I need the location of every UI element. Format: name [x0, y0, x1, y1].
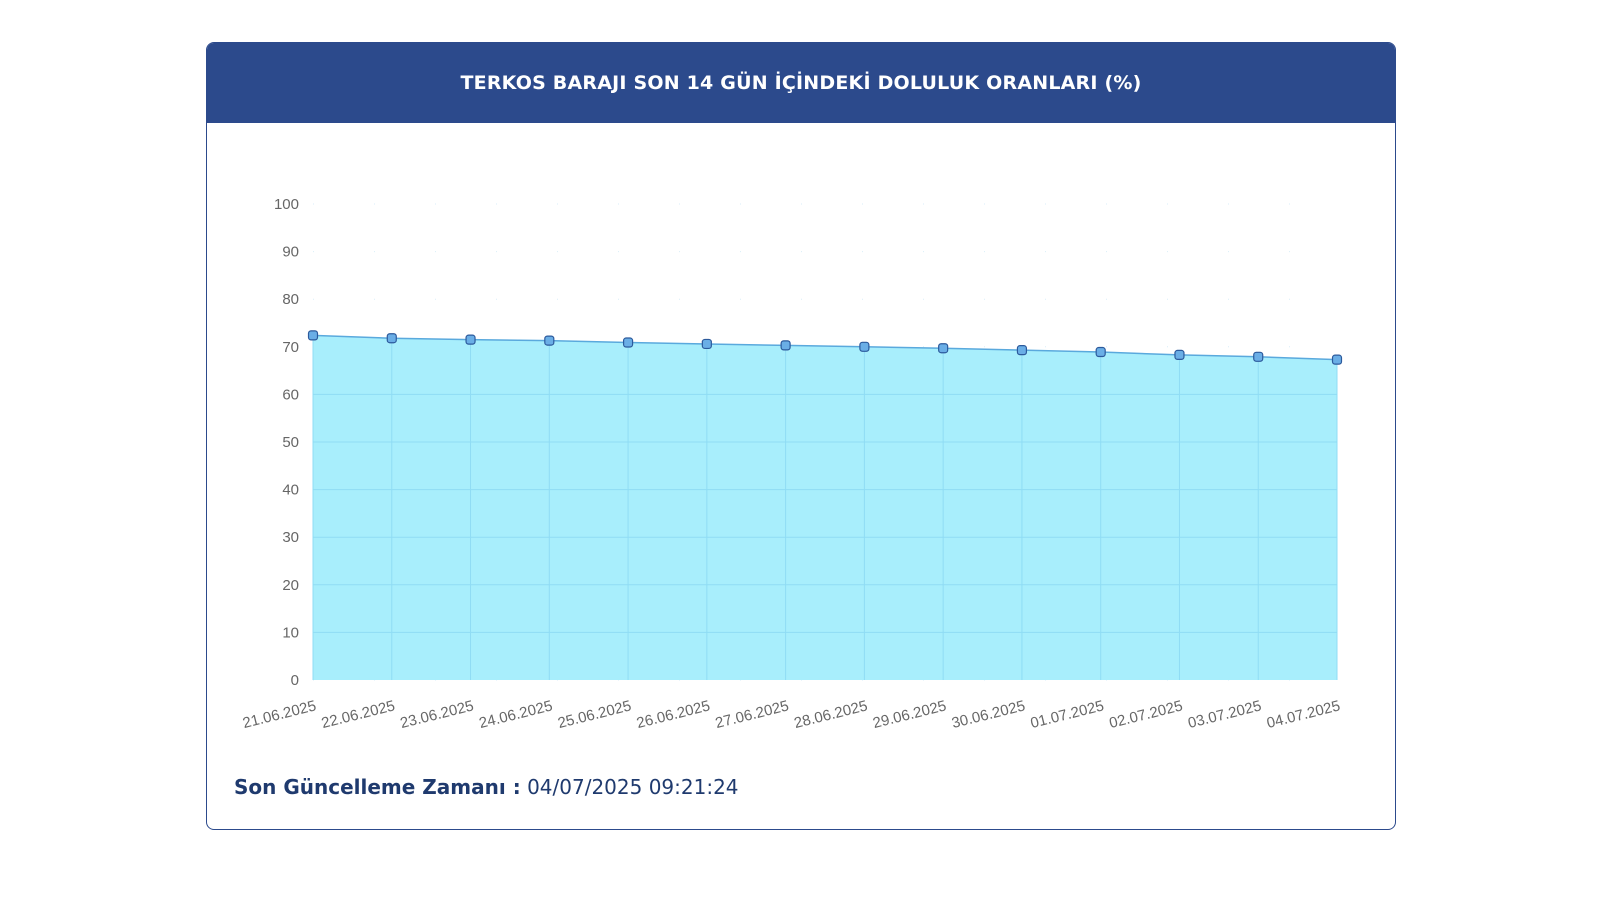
x-tick-label: 30.06.2025	[950, 697, 1027, 732]
x-tick-label: 04.07.2025	[1265, 697, 1342, 732]
data-point[interactable]	[1174, 349, 1185, 360]
data-point[interactable]	[859, 341, 870, 352]
x-tick-label: 01.07.2025	[1029, 697, 1106, 732]
y-tick-label: 0	[291, 672, 299, 689]
chart-svg: 0 10 20 30 40 50 60 70 80 90 100 21.06.2025 22.06.2…	[241, 196, 1343, 732]
x-tick-label: 02.07.2025	[1107, 697, 1184, 732]
data-point[interactable]	[622, 337, 634, 348]
y-tick-label: 100	[274, 196, 299, 213]
y-tick-label: 30	[282, 529, 299, 546]
data-point[interactable]	[386, 333, 397, 344]
chart-area: 0 10 20 30 40 50 60 70 80 90 100 21.06.2025 22.06.2…	[207, 123, 1395, 763]
data-point[interactable]	[780, 340, 791, 351]
data-point[interactable]	[1016, 345, 1028, 356]
x-tick-label: 27.06.2025	[714, 697, 791, 732]
data-point[interactable]	[1095, 346, 1106, 358]
line-layer	[312, 334, 1338, 361]
x-tick-label: 26.06.2025	[635, 697, 712, 732]
chart-title: TERKOS BARAJI SON 14 GÜN İÇİNDEKİ DOLULU…	[460, 72, 1142, 94]
data-point[interactable]	[1253, 351, 1264, 362]
last-update-value: 04/07/2025 09:21:24	[527, 775, 739, 799]
x-axis-ticks: 21.06.2025 22.06.2025 23.06.2025 24.06.2025…	[241, 697, 1342, 732]
x-tick-label: 03.07.2025	[1186, 697, 1263, 732]
last-update: Son Güncelleme Zamanı : 04/07/2025 09:21…	[234, 775, 739, 799]
area-layer	[312, 335, 1338, 680]
x-tick-label: 24.06.2025	[477, 697, 554, 732]
data-point[interactable]	[938, 343, 949, 354]
series-line	[312, 334, 1338, 361]
data-point[interactable]	[544, 335, 555, 346]
y-tick-label: 70	[282, 339, 299, 356]
y-tick-label: 10	[282, 624, 299, 641]
data-point[interactable]	[1331, 354, 1343, 365]
data-point[interactable]	[701, 338, 712, 350]
marker-layer	[307, 330, 1343, 365]
y-axis-ticks: 0 10 20 30 40 50 60 70 80 90 100	[274, 196, 299, 689]
card-header: TERKOS BARAJI SON 14 GÜN İÇİNDEKİ DOLULU…	[207, 43, 1395, 123]
data-point[interactable]	[307, 330, 319, 341]
y-tick-label: 40	[282, 482, 299, 499]
y-tick-label: 50	[282, 434, 299, 451]
x-tick-label: 21.06.2025	[241, 697, 318, 732]
y-tick-label: 60	[282, 386, 299, 403]
series-area	[313, 335, 1337, 680]
x-tick-label: 23.06.2025	[399, 697, 476, 732]
x-tick-label: 22.06.2025	[320, 697, 397, 732]
x-tick-label: 28.06.2025	[792, 697, 869, 732]
x-tick-label: 25.06.2025	[556, 697, 633, 732]
y-tick-label: 20	[282, 577, 299, 594]
y-tick-label: 90	[282, 244, 299, 261]
last-update-label: Son Güncelleme Zamanı :	[234, 775, 521, 799]
chart-card: TERKOS BARAJI SON 14 GÜN İÇİNDEKİ DOLULU…	[206, 42, 1396, 830]
y-tick-label: 80	[282, 291, 299, 308]
x-tick-label: 29.06.2025	[871, 697, 948, 732]
data-point[interactable]	[465, 334, 476, 345]
